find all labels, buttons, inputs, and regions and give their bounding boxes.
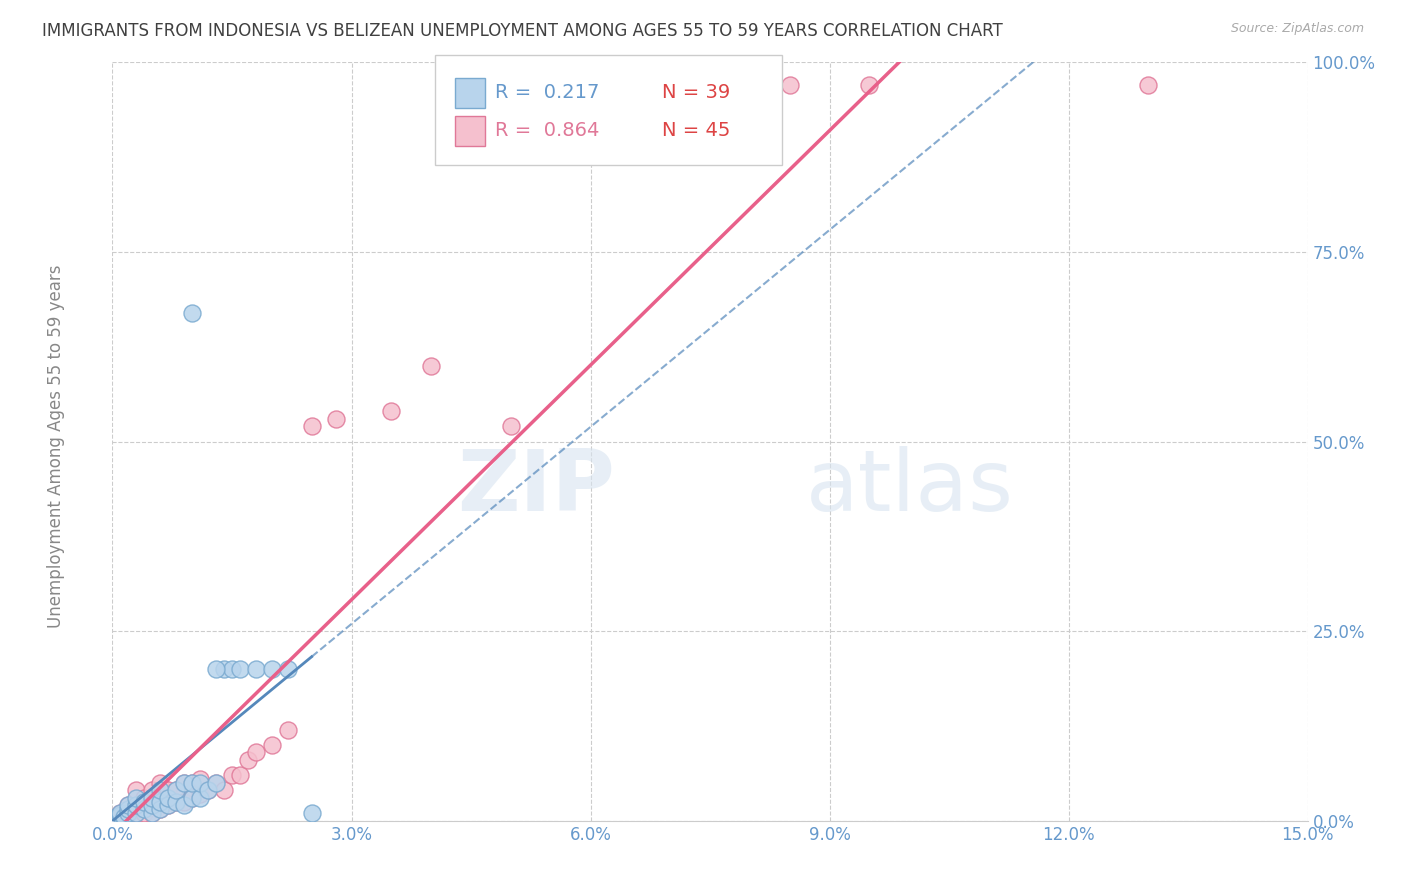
Point xyxy=(157,791,180,805)
Point xyxy=(197,783,219,797)
Point xyxy=(277,723,299,737)
Point xyxy=(205,662,228,676)
Text: Source: ZipAtlas.com: Source: ZipAtlas.com xyxy=(1230,22,1364,36)
Point xyxy=(110,806,132,821)
Point xyxy=(212,662,235,676)
Point xyxy=(157,798,180,813)
Text: Unemployment Among Ages 55 to 59 years: Unemployment Among Ages 55 to 59 years xyxy=(48,264,65,628)
Point xyxy=(205,776,228,790)
Point xyxy=(134,791,156,805)
FancyBboxPatch shape xyxy=(456,115,485,145)
Point xyxy=(105,810,128,824)
Text: R =  0.864: R = 0.864 xyxy=(495,121,599,140)
Point xyxy=(173,798,195,813)
Point xyxy=(188,776,211,790)
Text: N = 39: N = 39 xyxy=(662,83,731,103)
Point xyxy=(165,795,187,809)
Point xyxy=(173,776,195,790)
Point xyxy=(188,787,211,801)
Point xyxy=(157,798,180,813)
Text: ZIP: ZIP xyxy=(457,445,614,529)
Point xyxy=(125,783,148,797)
Point xyxy=(110,807,132,822)
Text: N = 45: N = 45 xyxy=(662,121,731,140)
Point xyxy=(181,305,204,319)
Text: R =  0.217: R = 0.217 xyxy=(495,83,599,103)
Point xyxy=(134,802,156,816)
Point xyxy=(165,783,187,797)
Point xyxy=(188,791,211,805)
Point xyxy=(149,776,172,790)
Point xyxy=(141,791,163,805)
Point xyxy=(149,783,172,797)
Point xyxy=(149,802,172,816)
Point xyxy=(125,798,148,813)
Point xyxy=(236,753,259,767)
Point xyxy=(301,806,323,821)
Point xyxy=(117,802,139,816)
Point xyxy=(105,810,128,824)
Point xyxy=(117,798,139,813)
Point xyxy=(221,768,243,782)
Point xyxy=(212,783,235,797)
Point xyxy=(181,776,204,790)
Point xyxy=(141,798,163,813)
Point xyxy=(117,806,139,821)
Point xyxy=(165,795,187,809)
FancyBboxPatch shape xyxy=(456,78,485,108)
Point xyxy=(117,806,139,821)
Point xyxy=(619,78,641,92)
Point xyxy=(110,806,132,821)
Point xyxy=(779,78,801,92)
Point xyxy=(165,783,187,797)
Point xyxy=(380,404,402,418)
Point xyxy=(173,795,195,809)
Point xyxy=(125,798,148,813)
Point xyxy=(499,419,522,434)
FancyBboxPatch shape xyxy=(436,55,782,165)
Point xyxy=(245,662,267,676)
Point xyxy=(260,738,283,752)
Point xyxy=(301,419,323,434)
Point xyxy=(1137,78,1160,92)
Point xyxy=(134,806,156,821)
Point xyxy=(229,768,252,782)
Point xyxy=(149,791,172,805)
Point xyxy=(125,791,148,805)
Point xyxy=(125,806,148,821)
Point xyxy=(181,776,204,790)
Point xyxy=(157,783,180,797)
Point xyxy=(110,807,132,822)
Point xyxy=(149,795,172,809)
Point xyxy=(173,776,195,790)
Point xyxy=(141,806,163,821)
Point xyxy=(188,772,211,786)
Point xyxy=(149,802,172,816)
Point xyxy=(141,783,163,797)
Point xyxy=(197,783,219,797)
Point xyxy=(114,810,135,824)
Point xyxy=(277,662,299,676)
Point xyxy=(181,791,204,805)
Point xyxy=(141,798,163,813)
Point xyxy=(134,795,156,809)
Point xyxy=(205,776,228,790)
Point xyxy=(245,746,267,760)
Point xyxy=(114,810,135,824)
Point xyxy=(420,359,443,373)
Point xyxy=(181,791,204,805)
Point xyxy=(260,662,283,676)
Point xyxy=(229,662,252,676)
Point xyxy=(325,412,347,426)
Point xyxy=(858,78,880,92)
Point xyxy=(117,798,139,813)
Point xyxy=(125,806,148,821)
Text: atlas: atlas xyxy=(806,445,1014,529)
Text: IMMIGRANTS FROM INDONESIA VS BELIZEAN UNEMPLOYMENT AMONG AGES 55 TO 59 YEARS COR: IMMIGRANTS FROM INDONESIA VS BELIZEAN UN… xyxy=(42,22,1002,40)
Point xyxy=(221,662,243,676)
Point xyxy=(141,806,163,821)
